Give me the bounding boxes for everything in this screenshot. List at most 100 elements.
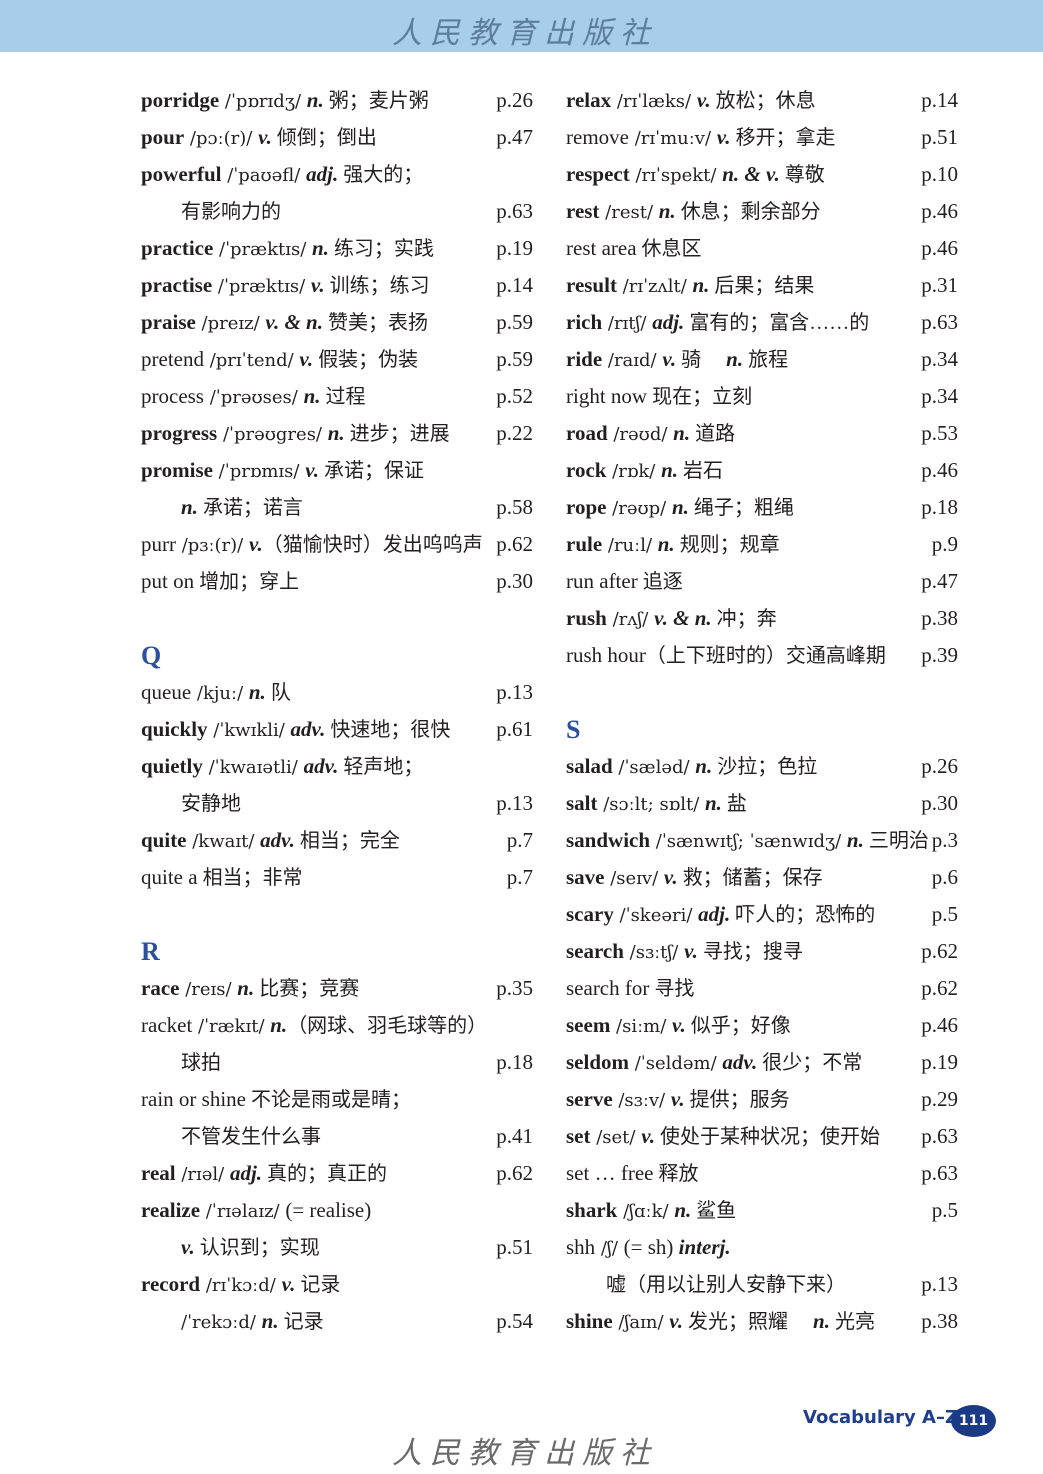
vocab-entry: save /seɪv/ v. 救；储蓄；保存 p.6 [566,859,958,896]
part-of-speech: n. [673,421,691,445]
page-reference: p.63 [921,1161,958,1185]
entry-text: practise /ˈpræktɪs/ v. 训练；练习 [141,273,430,297]
entry-text: set … free 释放 [566,1161,698,1185]
entry-text: praise /preɪz/ v. & n. 赞美；表扬 [141,310,428,334]
entry-continuation: 球拍 p.18 [141,1044,533,1081]
part-of-speech: v. [696,88,711,112]
entry-text: promise /ˈprɒmɪs/ v. 承诺；保证 [141,458,424,482]
entry-text: save /seɪv/ v. 救；储蓄；保存 [566,865,823,889]
page-reference: p.62 [496,532,533,556]
vocab-entry: serve /sɜːv/ v. 提供；服务 p.29 [566,1081,958,1118]
page-reference: p.34 [921,347,958,371]
part-of-speech: adv. [260,828,295,852]
page-reference: p.54 [496,1309,533,1333]
part-of-speech: n. [813,1309,830,1333]
phonetic: /ruːl/ [602,535,658,556]
page-reference: p.6 [931,865,958,889]
vocab-entry: rope /rəʊp/ n. 绳子；粗绳 p.18 [566,489,958,526]
definition: 记录 [278,1311,324,1333]
entry-text: right now 现在；立刻 [566,384,752,408]
headword: promise [141,458,213,482]
entry-text: quickly /ˈkwɪkli/ adv. 快速地；很快 [141,717,450,741]
page-number-badge: 111 [951,1405,996,1437]
phonetic: /ʃ/ [595,1238,624,1259]
spacer [141,896,533,933]
page-reference: p.47 [496,125,533,149]
definition: 进步；进展 [344,423,450,445]
phonetic: /rɒk/ [606,461,662,482]
part-of-speech: adv. [303,754,339,778]
definition: 冲；奔 [711,608,777,630]
entry-text: rush hour（上下班时的）交通高峰期 [566,643,886,667]
entry-text: relax /rɪˈlæks/ v. 放松；休息 [566,88,816,112]
part-of-speech: v. [310,273,325,297]
definition: 相当；完全 [294,830,400,852]
headword: quietly [141,754,203,778]
part-of-speech: adv. [722,1050,758,1074]
headword: seldom [566,1050,629,1074]
definition: 现在；立刻 [647,386,753,408]
part-of-speech: n. [306,88,324,112]
headword: remove [566,125,629,149]
entry-text: run after 追逐 [566,569,683,593]
part-of-speech: v. [299,347,314,371]
definition: 真的；真正的 [262,1163,388,1185]
phonetic: /ˈrekɔːd/ [181,1312,262,1333]
entry-text: S [566,715,580,744]
page-reference: p.18 [921,495,958,519]
phonetic: /ˈprəʊgres/ [217,424,328,445]
page-reference: p.19 [496,236,533,260]
entry-continuation: 安静地 p.13 [141,785,533,822]
entry-text: race /reɪs/ n. 比赛；竞赛 [141,976,359,1000]
entry-text: rest /rest/ n. 休息；剩余部分 [566,199,821,223]
phonetic: /kjuː/ [191,683,249,704]
definition: 比赛；竞赛 [254,978,360,1000]
part-of-speech: v. [662,347,677,371]
headword: shh [566,1235,596,1259]
entry-text: put on 增加；穿上 [141,569,299,593]
vocab-entry: rush hour（上下班时的）交通高峰期 p.39 [566,637,958,674]
entry-text: salad /ˈsæləd/ n. 沙拉；色拉 [566,754,817,778]
vocab-entry: real /rɪəl/ adj. 真的；真正的 p.62 [141,1155,533,1192]
page-reference: p.51 [921,125,958,149]
part-of-speech: n. [327,421,345,445]
phonetic: /rəʊp/ [606,498,672,519]
letter-heading: S [566,711,958,748]
vocab-entry: rich /rɪtʃ/ adj. 富有的；富含……的 p.63 [566,304,958,341]
vocab-entry: shh /ʃ/ (= sh) interj. [566,1229,958,1266]
vocab-entry: quickly /ˈkwɪkli/ adv. 快速地；很快 p.61 [141,711,533,748]
part-of-speech: v. [716,125,731,149]
page-reference: p.53 [921,421,958,445]
part-of-speech: v. & n. [654,606,712,630]
headword: quite a [141,865,198,889]
vocab-entry: rule /ruːl/ n. 规则；规章 p.9 [566,526,958,563]
definition: 吓人的；恐怖的 [730,904,876,926]
definition: 训练；练习 [324,275,430,297]
headword: realize [141,1198,201,1222]
phonetic: /ˈkwaɪətli/ [202,757,304,778]
definition: 球拍 [181,1052,221,1074]
headword: search for [566,976,650,1000]
entry-text: progress /ˈprəʊgres/ n. 进步；进展 [141,421,450,445]
definition: （猫愉快时）发出呜呜声 [262,534,483,556]
phonetic: /set/ [590,1127,642,1148]
headword: rush [566,606,607,630]
vocab-entry: process /ˈprəʊses/ n. 过程 p.52 [141,378,533,415]
definition: 增加；穿上 [194,571,300,593]
definition: 休息；剩余部分 [675,201,821,223]
vocab-entry: set /set/ v. 使处于某种状况；使开始 p.63 [566,1118,958,1155]
vocab-entry: put on 增加；穿上 p.30 [141,563,533,600]
headword: set [566,1124,591,1148]
headword: run after [566,569,638,593]
definition: 救；储蓄；保存 [677,867,823,889]
phonetic: /reɪs/ [179,979,238,1000]
headword: serve [566,1087,613,1111]
page-reference: p.29 [921,1087,958,1111]
phonetic: /rɪˈlæks/ [611,91,697,112]
headword: rest [566,199,600,223]
definition: 光亮 [829,1311,875,1333]
entry-text: realize /ˈrɪəlaɪz/ (= realise) [141,1198,371,1222]
entry-text: search for 寻找 [566,976,694,1000]
part-of-speech: n. [846,828,864,852]
vocab-entry: respect /rɪˈspekt/ n. & v. 尊敬 p.10 [566,156,958,193]
